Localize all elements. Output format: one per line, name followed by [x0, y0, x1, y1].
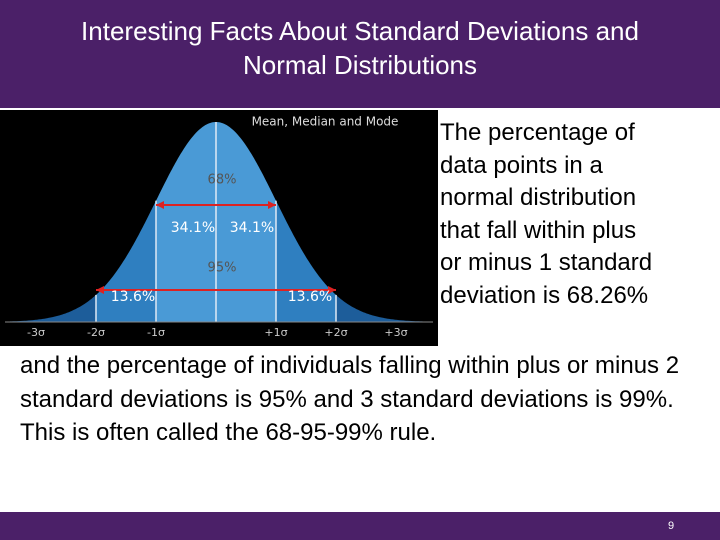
side-text: The percentage of data points in a normal … — [440, 117, 652, 312]
axis-label: +1σ — [264, 326, 287, 339]
arrow-head — [328, 286, 336, 294]
figure-label: 34.1% — [230, 220, 274, 236]
axis-label: -1σ — [147, 326, 165, 339]
curve-region — [96, 200, 156, 322]
figure-label: 13.6% — [111, 289, 155, 305]
side-line: that fall within plus — [440, 216, 637, 244]
page-number: 9 — [668, 520, 675, 532]
figure-label: 13.6% — [288, 289, 332, 305]
axis-label: -2σ — [87, 326, 105, 339]
footer: 9 — [0, 512, 720, 540]
curve-region — [276, 200, 336, 322]
arrow-head — [96, 286, 104, 294]
figure-label: 68% — [208, 173, 237, 188]
curve — [5, 122, 433, 323]
side-line: deviation is 68.26% — [440, 281, 649, 309]
slide-title: Interesting Facts About Standard Deviati… — [81, 16, 639, 80]
figure-label: 34.1% — [171, 220, 215, 236]
side-line: The percentage of — [440, 119, 635, 146]
axis-label: +2σ — [324, 326, 347, 339]
side-line: normal distribution — [440, 184, 637, 211]
side-line: data points in a — [440, 151, 603, 179]
figure-axis: -3σ -2σ -1σ +1σ +2σ +3σ — [27, 326, 408, 339]
axis-label: +3σ — [384, 326, 407, 339]
axis-label: -3σ — [27, 326, 45, 339]
figure-label: 95% — [208, 261, 237, 276]
header: Interesting Facts About Standard Deviati… — [0, 0, 720, 108]
side-line: or minus 1 standard — [440, 249, 653, 276]
arrow-head — [156, 201, 164, 209]
curve-region — [10, 294, 96, 322]
paragraph: and the percentage of individuals fallin… — [20, 352, 680, 446]
curve-region — [336, 294, 430, 322]
arrow-head — [268, 201, 276, 209]
normal-curve-figure: Mean, Median and Mode 68% 34.1% 34.1% 95… — [0, 110, 438, 346]
figure-caption: Mean, Median and Mode — [252, 115, 399, 129]
